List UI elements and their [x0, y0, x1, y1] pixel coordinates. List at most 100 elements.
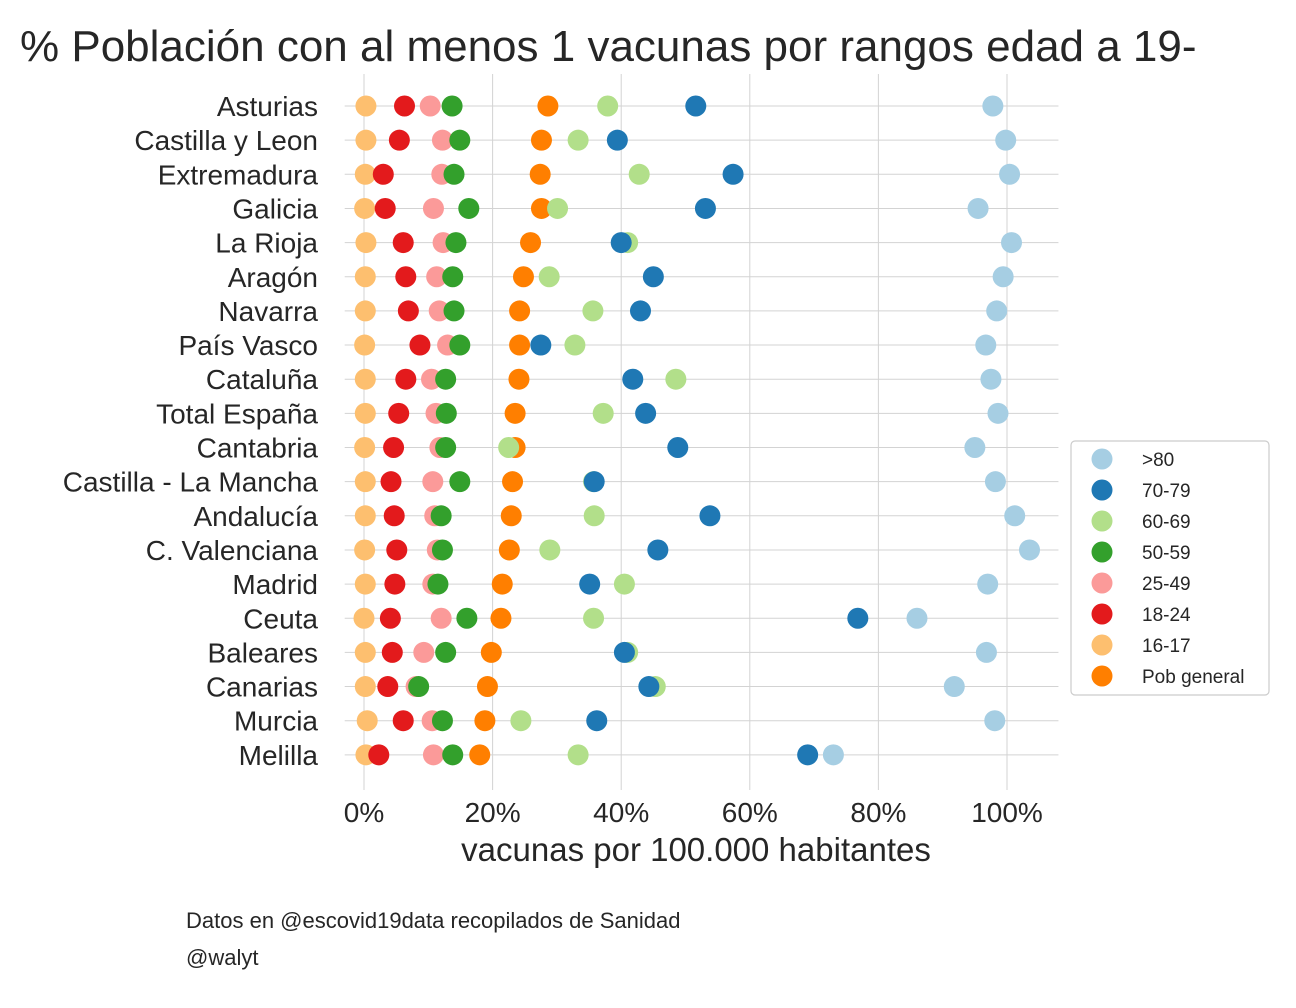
point-pob-general-baleares — [480, 641, 502, 663]
point-50-59-ceuta — [456, 607, 478, 629]
y-tick-label-cataluna: Cataluña — [206, 364, 319, 395]
legend-label-80: >80 — [1142, 450, 1174, 471]
point-50-59-c-valenciana — [431, 539, 453, 561]
point-16-17-murcia — [356, 710, 378, 732]
y-tick-label-baleares: Baleares — [207, 637, 318, 668]
point-pob-general-extremadura — [529, 163, 551, 185]
x-axis-ticks: 0% 20% 40% 60% 80% 100% — [344, 797, 1043, 828]
point-50-59-murcia — [431, 710, 453, 732]
point-60-69-cataluna — [665, 368, 687, 390]
point-50-59-galicia — [458, 197, 480, 219]
point-80-pais-vasco — [975, 334, 997, 356]
point-60-69-madrid — [613, 573, 635, 595]
point-80-cataluna — [980, 368, 1002, 390]
y-axis-labels: Asturias Castilla y LeonExtremaduraGalic… — [63, 91, 319, 771]
point-16-17-cantabria — [354, 437, 376, 458]
point-pob-general-murcia — [474, 710, 496, 732]
point-pob-general-c-valenciana — [498, 539, 520, 561]
x-tick-label: 40% — [593, 797, 649, 828]
point-80-navarra — [986, 300, 1008, 322]
legend-marker-80 — [1091, 448, 1113, 470]
legend-marker-50-59 — [1091, 541, 1113, 563]
point-70-79-canarias — [638, 676, 660, 698]
point-50-59-baleares — [435, 641, 457, 663]
x-tick-label: 80% — [850, 797, 906, 828]
legend-marker-pob-general — [1091, 665, 1113, 687]
point-80-castilla-y-leon — [995, 129, 1017, 151]
point-60-69-aragon — [538, 266, 560, 288]
point-pob-general-aragon — [512, 266, 534, 288]
point-pob-general-castilla-y-leon — [530, 129, 552, 151]
point-60-69-c-valenciana — [539, 539, 561, 561]
point-80-asturias — [982, 95, 1004, 117]
point-pob-general-castilla-la-mancha — [502, 471, 524, 493]
point-70-79-ceuta — [847, 607, 869, 629]
point-25-49-melilla — [422, 744, 444, 766]
point-16-17-asturias — [355, 95, 377, 117]
point-pob-general-madrid — [491, 573, 513, 595]
legend-marker-25-49 — [1091, 572, 1113, 594]
point-18-24-pais-vasco — [409, 334, 431, 356]
point-80-extremadura — [999, 163, 1021, 185]
point-16-17-canarias — [354, 676, 376, 698]
point-70-79-navarra — [629, 300, 651, 322]
y-tick-label-murcia: Murcia — [234, 706, 318, 737]
y-tick-label-asturias: Asturias — [217, 91, 318, 122]
point-80-cantabria — [964, 437, 986, 458]
point-16-17-c-valenciana — [354, 539, 376, 561]
x-tick-label: 20% — [465, 797, 521, 828]
point-50-59-total-espana — [435, 402, 457, 424]
point-16-17-total-espana — [354, 402, 376, 424]
point-25-49-baleares — [413, 641, 435, 663]
y-tick-label-ceuta: Ceuta — [243, 603, 318, 634]
point-18-24-andalucia — [383, 505, 405, 527]
point-60-69-melilla — [567, 744, 589, 766]
point-16-17-madrid — [354, 573, 376, 595]
x-tick-label: 60% — [722, 797, 778, 828]
point-16-17-aragon — [354, 266, 376, 288]
point-25-49-castilla-la-mancha — [422, 471, 444, 493]
y-tick-label-extremadura: Extremadura — [158, 159, 319, 190]
point-pob-general-asturias — [537, 95, 559, 117]
y-tick-label-pais-vasco: País Vasco — [178, 330, 318, 361]
point-16-17-galicia — [354, 197, 376, 219]
legend-marker-60-69 — [1091, 510, 1113, 532]
point-18-24-castilla-la-mancha — [380, 471, 402, 493]
y-tick-label-la-rioja: La Rioja — [215, 228, 318, 259]
point-50-59-aragon — [442, 266, 464, 288]
point-18-24-extremadura — [372, 163, 394, 185]
point-16-17-andalucia — [354, 505, 376, 527]
point-18-24-total-espana — [388, 402, 410, 424]
point-70-79-andalucia — [699, 505, 721, 527]
legend-label-60-69: 60-69 — [1142, 512, 1191, 533]
point-70-79-murcia — [586, 710, 608, 732]
point-50-59-la-rioja — [445, 232, 467, 254]
point-80-melilla — [822, 744, 844, 766]
legend-marker-70-79 — [1091, 479, 1113, 501]
y-tick-label-total-espana: Total España — [156, 398, 318, 429]
point-18-24-ceuta — [379, 607, 401, 629]
grid — [344, 74, 1059, 790]
point-18-24-canarias — [377, 676, 399, 698]
point-16-17-castilla-la-mancha — [354, 471, 376, 493]
point-18-24-la-rioja — [392, 232, 414, 254]
point-pob-general-ceuta — [490, 607, 512, 629]
point-70-79-melilla — [797, 744, 819, 766]
point-18-24-galicia — [374, 197, 396, 219]
point-50-59-andalucia — [430, 505, 452, 527]
point-70-79-cataluna — [622, 368, 644, 390]
legend-box — [1070, 440, 1270, 696]
point-50-59-madrid — [427, 573, 449, 595]
point-80-total-espana — [987, 402, 1009, 424]
point-18-24-cataluna — [395, 368, 417, 390]
point-70-79-total-espana — [635, 402, 657, 424]
point-50-59-cantabria — [435, 437, 457, 458]
x-tick-label: 0% — [344, 797, 384, 828]
point-80-c-valenciana — [1019, 539, 1041, 561]
point-60-69-asturias — [597, 95, 619, 117]
point-80-murcia — [984, 710, 1006, 732]
point-60-69-andalucia — [583, 505, 605, 527]
point-18-24-murcia — [392, 710, 414, 732]
x-axis-label: vacunas por 100.000 habitantes — [461, 831, 931, 868]
legend: >80 70-79 60-69 50-59 25-49 18-24 16-17 Pob gen… — [1070, 440, 1270, 696]
